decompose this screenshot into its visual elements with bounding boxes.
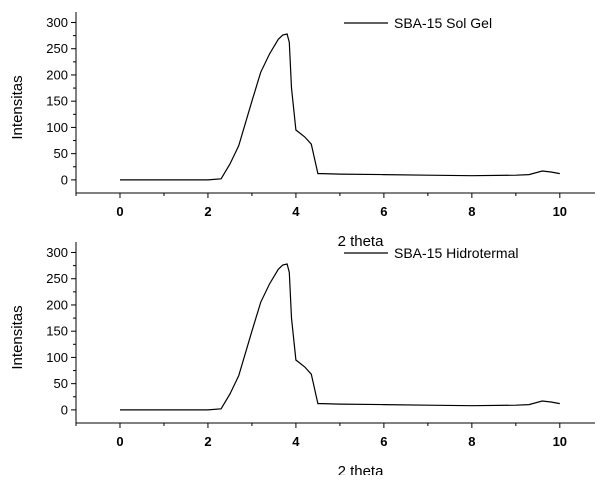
panel1-series-line [120, 33, 560, 181]
panel1-y-axis-title: Intensitas [9, 75, 26, 139]
panel1-x-tick-label: 0 [116, 204, 123, 219]
panel1-y-tick-label: 200 [46, 67, 68, 82]
panel2-y-axis-title: Intensitas [9, 305, 26, 369]
panel1-y-tick-label: 100 [46, 120, 68, 135]
panel2-y-tick-label: 150 [46, 324, 68, 339]
panel1-x-axis-title: 2 theta [338, 233, 385, 250]
panel1-legend-label: SBA-15 Sol Gel [394, 15, 492, 31]
panel2-y-tick-label: 50 [54, 376, 68, 391]
panel2-x-tick-label: 6 [380, 434, 387, 449]
panel1-y-tick-label: 250 [46, 41, 68, 56]
panel2-x-axis-title: 2 theta [338, 463, 385, 475]
panel2-x-tick-label: 2 [204, 434, 211, 449]
panel2-y-tick-label: 100 [46, 350, 68, 365]
panel1-x-tick-label: 4 [292, 204, 300, 219]
panel2-y-tick-label: 0 [61, 402, 68, 417]
panel1-y-tick-label: 0 [61, 172, 68, 187]
panel2-x-tick-label: 4 [292, 434, 300, 449]
panel2-y-tick-label: 300 [46, 245, 68, 260]
panel2-x-tick-label: 10 [553, 434, 567, 449]
panel1-x-tick-label: 10 [553, 204, 567, 219]
panel2-series-line [120, 263, 560, 411]
panel2-y-tick-label: 250 [46, 271, 68, 286]
panel1-x-tick-label: 6 [380, 204, 387, 219]
panel1-y-tick-label: 150 [46, 94, 68, 109]
panel1-x-tick-label: 2 [204, 204, 211, 219]
panel2-y-tick-label: 200 [46, 297, 68, 312]
panel1-y-tick-label: 300 [46, 15, 68, 30]
panel1-x-tick-label: 8 [468, 204, 475, 219]
panel2-x-tick-label: 8 [468, 434, 475, 449]
panel2-x-tick-label: 0 [116, 434, 123, 449]
panel2-legend-label: SBA-15 Hidrotermal [394, 245, 519, 261]
panel1-y-tick-label: 50 [54, 146, 68, 161]
